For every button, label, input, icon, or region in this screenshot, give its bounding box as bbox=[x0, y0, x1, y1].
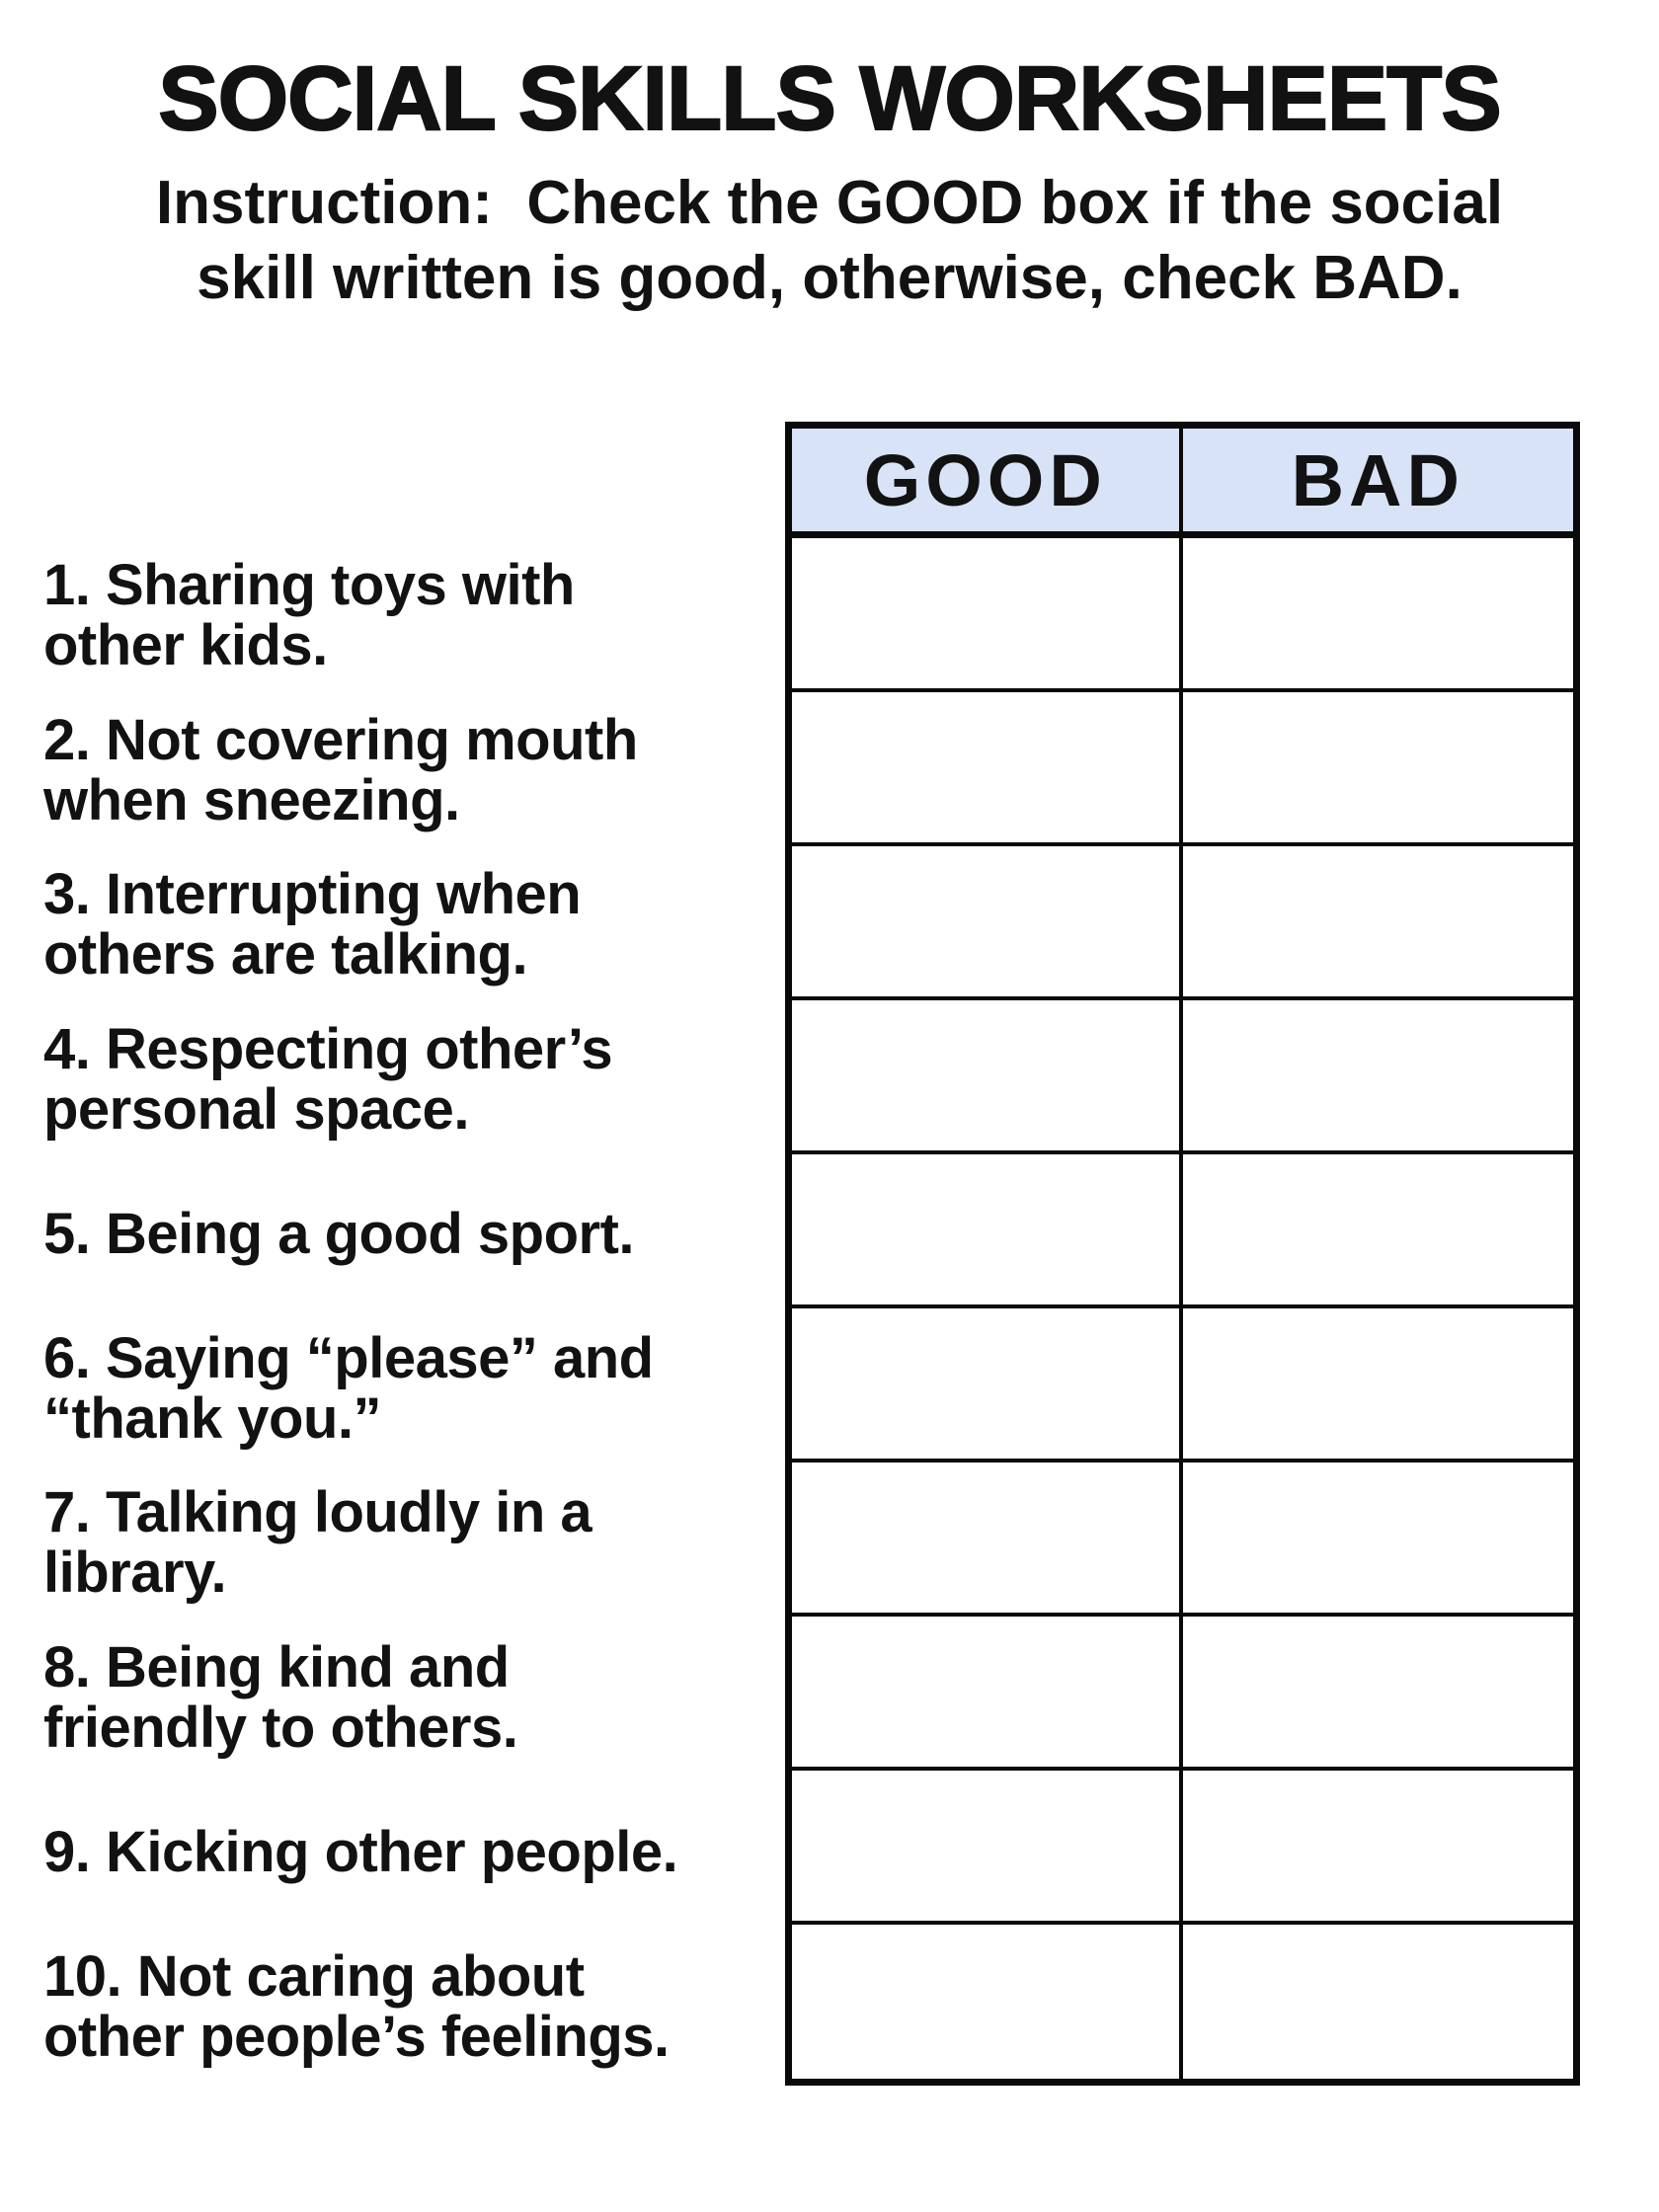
instruction-line-2: skill written is good, otherwise, check … bbox=[197, 244, 1462, 312]
skill-item-1-line-1: 1. Sharing toys with bbox=[43, 553, 575, 618]
skill-item-4-line-1: 4. Respecting other’s bbox=[43, 1016, 613, 1081]
skills-list: 1. Sharing toys with other kids. 2. Not co… bbox=[43, 538, 774, 2084]
skill-item-2-line-2: when sneezing. bbox=[43, 767, 460, 832]
skill-item-5-line-1: 5. Being a good sport. bbox=[43, 1201, 635, 1266]
skill-item-4: 4. Respecting other’s personal space. bbox=[43, 1002, 774, 1157]
skill-item-10: 10. Not caring about other people’s feeli… bbox=[43, 1930, 774, 2085]
skill-item-10-line-2: other people’s feelings. bbox=[43, 2004, 670, 2069]
good-check-cell-row-4[interactable] bbox=[792, 1000, 1183, 1154]
good-check-cell-row-3[interactable] bbox=[792, 846, 1183, 1000]
good-check-cell-row-6[interactable] bbox=[792, 1308, 1183, 1462]
instruction-line-1: Instruction: Check the GOOD box if the s… bbox=[155, 169, 1504, 237]
good-check-cell-row-1[interactable] bbox=[792, 538, 1183, 692]
skill-item-3-line-2: others are talking. bbox=[43, 922, 528, 988]
good-check-cell-row-10[interactable] bbox=[792, 1925, 1183, 2079]
good-check-cell-row-5[interactable] bbox=[792, 1154, 1183, 1308]
bad-check-cell-row-3[interactable] bbox=[1182, 846, 1573, 1000]
page-title: SOCIAL SKILLS WORKSHEETS bbox=[157, 47, 1503, 150]
good-bad-table: GOOD BAD bbox=[785, 422, 1580, 2086]
skill-item-6-line-2: “thank you.” bbox=[43, 1385, 382, 1451]
good-check-cell-row-8[interactable] bbox=[792, 1617, 1183, 1771]
good-check-cell-row-9[interactable] bbox=[792, 1771, 1183, 1925]
good-check-cell-row-2[interactable] bbox=[792, 692, 1183, 846]
skill-item-10-line-1: 10. Not caring about bbox=[43, 1943, 585, 2009]
instruction: Instruction: Check the GOOD box if the s… bbox=[0, 166, 1659, 316]
bad-check-cell-row-10[interactable] bbox=[1183, 1925, 1574, 2079]
skill-item-2: 2. Not covering mouth when sneezing. bbox=[43, 693, 774, 848]
skill-item-2-line-1: 2. Not covering mouth bbox=[43, 707, 638, 772]
skill-item-6-line-1: 6. Saying “please” and bbox=[43, 1325, 654, 1390]
skill-item-8: 8. Being kind and friendly to others. bbox=[43, 1620, 774, 1776]
bad-check-cell-row-5[interactable] bbox=[1182, 1154, 1573, 1308]
skill-item-5: 5. Being a good sport. bbox=[43, 1156, 774, 1311]
skill-item-3: 3. Interrupting when others are talking. bbox=[43, 847, 774, 1002]
skill-item-9: 9. Kicking other people. bbox=[43, 1775, 774, 1930]
bad-check-cell-row-4[interactable] bbox=[1182, 1000, 1573, 1154]
good-check-cell-row-7[interactable] bbox=[792, 1462, 1183, 1617]
skill-item-9-line-1: 9. Kicking other people. bbox=[43, 1819, 678, 1884]
bad-check-cell-row-9[interactable] bbox=[1182, 1771, 1573, 1925]
bad-check-cell-row-2[interactable] bbox=[1182, 692, 1573, 846]
skill-item-7-line-2: library. bbox=[43, 1540, 227, 1606]
good-column-header: GOOD bbox=[792, 429, 1183, 538]
skill-item-8-line-2: friendly to others. bbox=[43, 1695, 518, 1760]
skill-item-7: 7. Talking loudly in a library. bbox=[43, 1465, 774, 1620]
bad-check-cell-row-7[interactable] bbox=[1182, 1462, 1573, 1617]
bad-check-cell-row-8[interactable] bbox=[1182, 1617, 1573, 1771]
bad-column-header: BAD bbox=[1182, 429, 1573, 538]
skill-item-1-line-2: other kids. bbox=[43, 613, 328, 678]
bad-check-cell-row-6[interactable] bbox=[1182, 1308, 1573, 1462]
bad-check-cell-row-1[interactable] bbox=[1182, 538, 1573, 692]
skill-item-4-line-2: personal space. bbox=[43, 1076, 469, 1142]
skill-item-8-line-1: 8. Being kind and bbox=[43, 1634, 510, 1699]
skill-item-3-line-1: 3. Interrupting when bbox=[43, 862, 582, 927]
skill-item-6: 6. Saying “please” and “thank you.” bbox=[43, 1311, 774, 1466]
skill-item-7-line-1: 7. Talking loudly in a bbox=[43, 1480, 592, 1545]
skill-item-1: 1. Sharing toys with other kids. bbox=[43, 538, 774, 693]
